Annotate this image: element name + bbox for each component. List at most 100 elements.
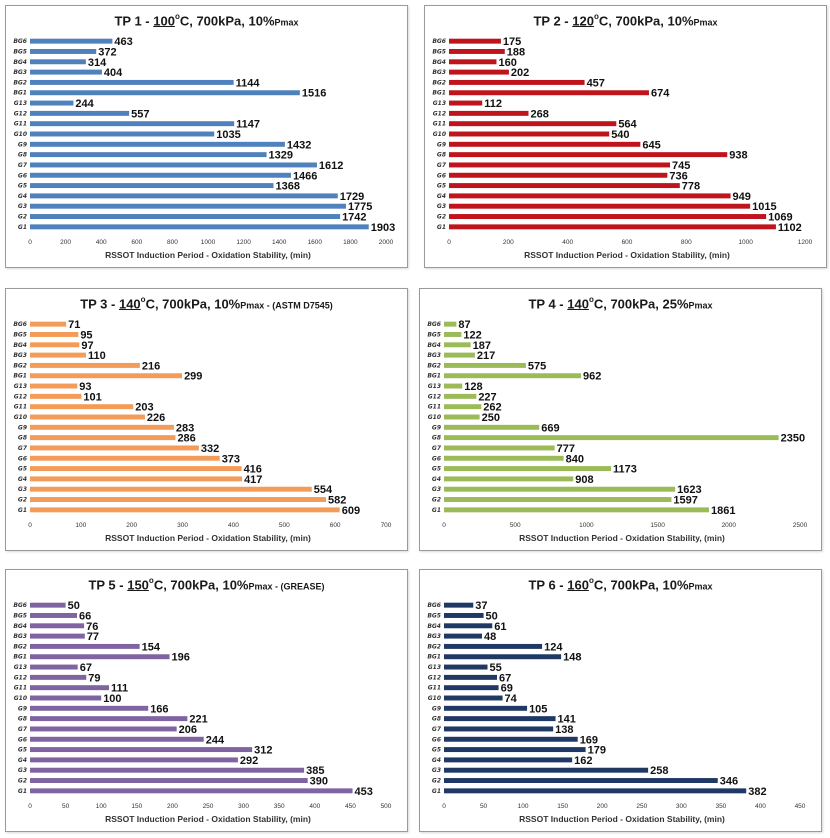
category-label: G6 (18, 172, 27, 179)
value-label: 79 (88, 672, 100, 684)
value-label: 373 (222, 453, 240, 465)
category-label: G4 (432, 476, 441, 483)
value-label: 938 (729, 150, 747, 162)
category-label: BG6 (432, 38, 446, 45)
value-label: 332 (201, 443, 219, 455)
value-label: 203 (135, 402, 153, 414)
category-label: G9 (432, 424, 441, 431)
value-label: 372 (98, 46, 116, 58)
value-label: 101 (83, 391, 101, 403)
x-tick-label: 200 (503, 239, 514, 246)
value-label: 160 (498, 57, 516, 69)
x-tick-label: 200 (60, 239, 71, 246)
bar (30, 321, 67, 327)
bar (449, 90, 649, 96)
value-label: 216 (142, 360, 160, 372)
category-label: BG2 (13, 79, 27, 86)
bar (30, 466, 242, 472)
category-label: G3 (432, 767, 441, 774)
bar (449, 100, 483, 106)
bar (30, 59, 86, 65)
category-label: G5 (437, 183, 446, 190)
category-label: G4 (18, 757, 27, 764)
value-label: 575 (528, 360, 546, 372)
x-axis-title: RSSOT Induction Period - Oxidation Stabi… (524, 250, 730, 260)
value-label: 2350 (781, 433, 805, 445)
category-label: G3 (432, 486, 441, 493)
bar (449, 59, 497, 65)
value-label: 100 (103, 693, 121, 705)
x-tick-label: 0 (28, 803, 32, 810)
category-label: G1 (18, 788, 27, 795)
category-label: G2 (432, 497, 441, 504)
bar (30, 141, 285, 147)
value-label: 1775 (348, 201, 372, 213)
value-label: 55 (490, 662, 502, 674)
category-label: BG3 (427, 352, 441, 359)
value-label: 1729 (340, 191, 364, 203)
value-label: 1015 (752, 201, 776, 213)
chart-panel-tp1: TP 1 - 100oC, 700kPa, 10%Pmax BG6 463 BG5 3… (5, 5, 408, 268)
category-label: G2 (437, 214, 446, 221)
value-label: 262 (483, 402, 501, 414)
category-label: BG4 (13, 342, 27, 349)
bar (30, 393, 82, 399)
chart-panel-tp3: TP 3 - 140oC, 700kPa, 10%Pmax - (ASTM D7… (5, 288, 408, 551)
value-label: 404 (104, 67, 123, 79)
value-label: 112 (484, 98, 502, 110)
x-tick-label: 600 (131, 239, 142, 246)
category-label: G12 (428, 674, 441, 681)
x-tick-label: 1600 (308, 239, 323, 246)
bar (30, 342, 80, 348)
bar (444, 414, 480, 420)
bar (444, 342, 471, 348)
category-label: G1 (432, 788, 441, 795)
category-label: G9 (18, 705, 27, 712)
bar (30, 716, 188, 722)
category-label: BG5 (13, 331, 27, 338)
value-label: 554 (314, 484, 333, 496)
value-label: 1516 (302, 88, 326, 100)
x-tick-label: 300 (177, 522, 188, 529)
category-label: G7 (432, 726, 442, 733)
x-tick-label: 250 (636, 803, 647, 810)
bar (30, 404, 134, 410)
x-tick-label: 350 (715, 803, 726, 810)
bar (30, 623, 85, 629)
category-label: BG3 (13, 69, 27, 76)
value-label: 840 (566, 453, 584, 465)
x-tick-label: 1500 (650, 522, 665, 529)
category-label: G12 (14, 674, 27, 681)
chart-title: TP 6 - 160oC, 700kPa, 10%Pmax (528, 576, 713, 593)
bar (30, 654, 170, 660)
bar (30, 172, 291, 178)
x-tick-label: 600 (330, 522, 341, 529)
bar (30, 424, 174, 430)
x-tick-label: 500 (510, 522, 521, 529)
category-label: BG4 (13, 623, 27, 630)
bar (444, 331, 462, 337)
value-label: 962 (583, 371, 601, 383)
category-label: G11 (14, 404, 27, 411)
category-label: BG4 (427, 342, 441, 349)
category-label: G11 (14, 121, 27, 128)
category-label: G7 (18, 445, 28, 452)
value-label: 122 (463, 329, 481, 341)
category-label: G12 (14, 393, 27, 400)
x-tick-label: 0 (28, 522, 32, 529)
bar (30, 612, 77, 618)
bar (444, 705, 528, 711)
category-label: BG5 (432, 48, 446, 55)
category-label: G3 (437, 203, 446, 210)
bar (449, 183, 680, 189)
chart-title: TP 1 - 100oC, 700kPa, 10%Pmax (114, 12, 299, 29)
bar (30, 100, 74, 106)
bar (444, 404, 482, 410)
category-label: G9 (18, 141, 27, 148)
value-label: 50 (486, 610, 498, 622)
bar (30, 695, 102, 701)
x-tick-label: 400 (755, 803, 766, 810)
bar (30, 193, 338, 199)
